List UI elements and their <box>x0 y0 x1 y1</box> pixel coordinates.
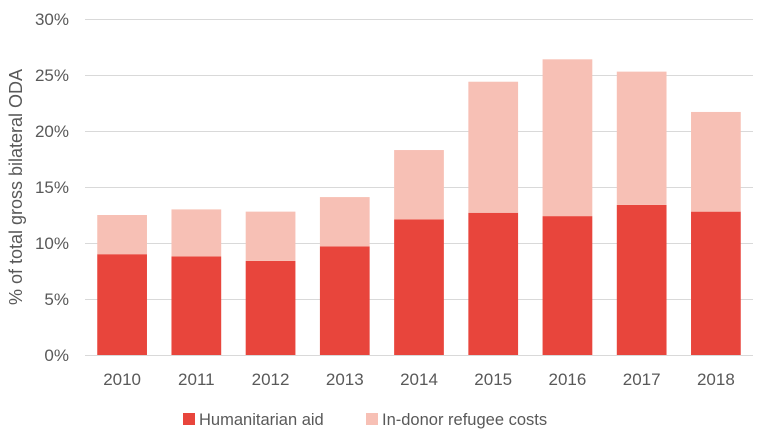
bar-humanitarian-aid-2013 <box>319 246 370 355</box>
x-tick-label: 2010 <box>103 370 141 389</box>
bar-in-donor-refugee-costs-2015 <box>468 81 519 213</box>
y-tick-label: 15% <box>35 178 69 197</box>
bar-humanitarian-aid-2018 <box>691 211 741 355</box>
bar-humanitarian-aid-2010 <box>97 254 147 355</box>
legend-label-humanitarian-aid: Humanitarian aid <box>199 411 324 429</box>
y-tick-label: 0% <box>44 346 69 365</box>
legend-label-in-donor-refugee-costs: In-donor refugee costs <box>382 411 547 429</box>
y-tick-label: 5% <box>44 290 69 309</box>
bar-humanitarian-aid-2011 <box>171 256 222 355</box>
x-tick-label: 2016 <box>549 370 587 389</box>
bar-in-donor-refugee-costs-2013 <box>319 197 370 247</box>
y-axis-title: % of total gross bilateral ODA <box>6 69 26 305</box>
bar-in-donor-refugee-costs-2012 <box>245 211 296 261</box>
bar-in-donor-refugee-costs-2010 <box>97 215 147 255</box>
bar-in-donor-refugee-costs-2016 <box>542 59 593 217</box>
x-tick-label: 2017 <box>623 370 661 389</box>
x-tick-label: 2015 <box>474 370 512 389</box>
bar-humanitarian-aid-2017 <box>616 204 667 355</box>
bar-humanitarian-aid-2012 <box>245 260 296 355</box>
y-tick-label: 20% <box>35 122 69 141</box>
legend-swatch-in-donor-refugee-costs <box>366 413 378 425</box>
bar-humanitarian-aid-2016 <box>542 216 593 355</box>
y-tick-label: 10% <box>35 234 69 253</box>
bar-in-donor-refugee-costs-2017 <box>616 71 667 205</box>
bar-humanitarian-aid-2014 <box>394 219 444 355</box>
y-tick-label: 25% <box>35 66 69 85</box>
bars <box>97 59 741 355</box>
bar-in-donor-refugee-costs-2014 <box>394 150 444 220</box>
x-tick-label: 2013 <box>326 370 364 389</box>
legend-swatch-humanitarian-aid <box>183 413 195 425</box>
bar-in-donor-refugee-costs-2011 <box>171 209 222 257</box>
x-tick-label: 2011 <box>178 370 215 389</box>
x-tick-label: 2014 <box>400 370 438 389</box>
bar-in-donor-refugee-costs-2018 <box>691 111 741 212</box>
x-axis-tick-labels: 2010 2011 2012 2013 2014 2015 2016 2017 2018 <box>103 370 735 389</box>
y-tick-label: 30% <box>35 10 69 29</box>
y-axis-tick-labels: 0% 5% 10% 15% 20% 25% 30% <box>35 10 69 365</box>
bar-humanitarian-aid-2015 <box>468 212 519 355</box>
legend: Humanitarian aid In-donor refugee costs <box>183 411 547 429</box>
x-tick-label: 2018 <box>697 370 735 389</box>
x-tick-label: 2012 <box>252 370 290 389</box>
